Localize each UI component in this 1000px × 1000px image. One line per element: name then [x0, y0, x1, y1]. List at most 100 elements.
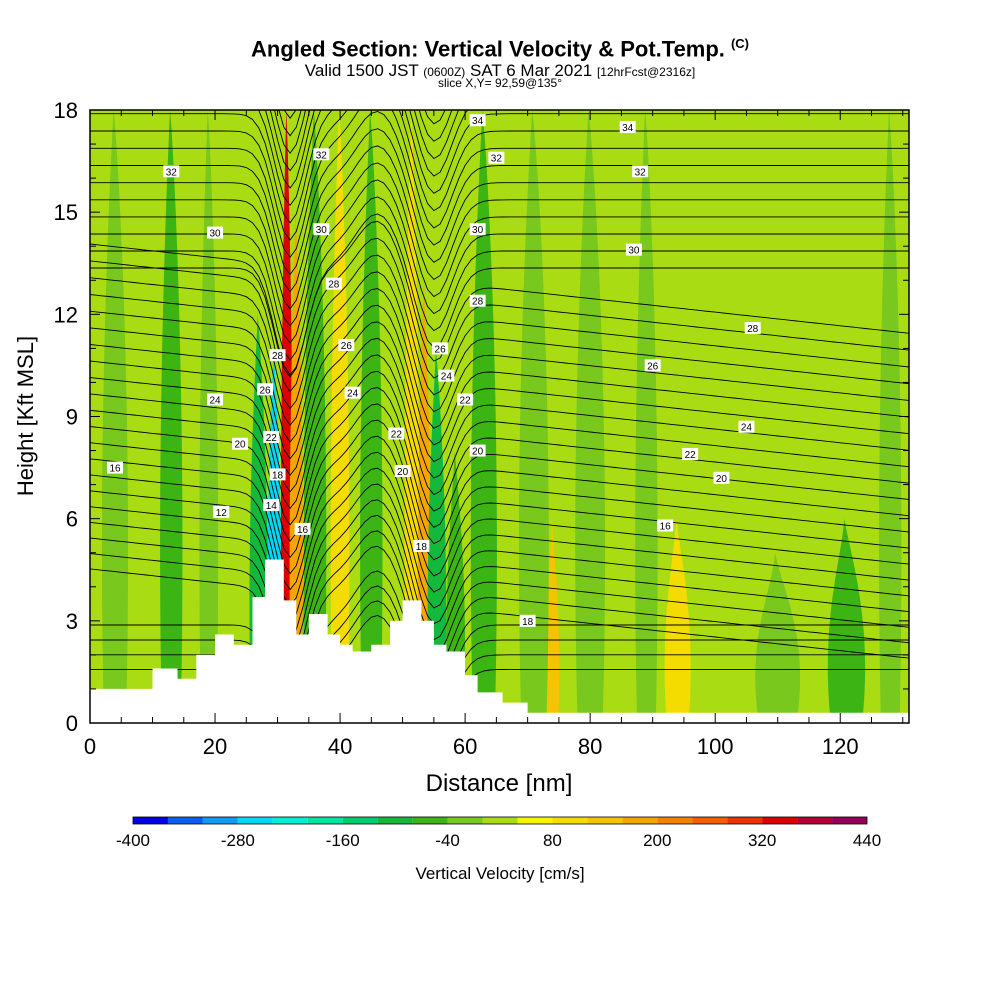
contour-label: 28 — [744, 321, 761, 335]
contour-label-bg — [313, 223, 330, 236]
contour-label-text: 24 — [741, 423, 753, 434]
velocity-band — [545, 518, 560, 723]
contour-label-text: 20 — [472, 447, 484, 458]
colorbar-swatch — [797, 817, 833, 824]
colorbar-swatch — [342, 817, 378, 824]
contour-label-bg — [163, 165, 180, 178]
contour-label-text: 32 — [316, 150, 328, 161]
contour-label-text: 26 — [259, 385, 271, 396]
colorbar-tick-label: 320 — [748, 831, 776, 850]
contour-label: 24 — [738, 420, 755, 434]
colorbar-tick-label: -280 — [221, 831, 255, 850]
theta-contour — [90, 0, 909, 48]
theta-contour — [90, 0, 909, 101]
contour-label: 26 — [257, 383, 274, 396]
colorbar-swatch — [272, 817, 308, 824]
contour-label: 24 — [207, 393, 224, 406]
theta-contour — [90, 337, 909, 493]
contour-label-bg — [325, 277, 342, 290]
colorbar-swatch — [237, 817, 273, 824]
contour-label: 30 — [207, 226, 224, 240]
contour-label-bg — [632, 165, 649, 178]
x-axis: 0 20 40 60 80 100 120 — [84, 110, 904, 759]
theta-contour — [90, 179, 909, 344]
contour-label-bg — [682, 447, 699, 460]
y-axis-label: Height [Kft MSL] — [13, 336, 38, 496]
theta-contour — [90, 111, 909, 276]
contour-label-text: 26 — [435, 344, 447, 355]
contour-label: 18 — [519, 614, 536, 628]
contour-label: 12 — [213, 505, 230, 519]
colorbar-swatch — [377, 817, 413, 824]
contour-label-text: 18 — [272, 470, 284, 481]
forecast-label: [12hrFcst@2316z] — [596, 65, 696, 79]
contour-label-text: 18 — [522, 617, 534, 628]
contour-label-bg — [207, 393, 224, 406]
colorbar-tick-label: 80 — [543, 831, 562, 850]
contour-label: 20 — [713, 471, 730, 485]
velocity-band — [160, 110, 183, 723]
valid-date: SAT 6 Mar 2021 — [470, 61, 593, 80]
theta-contour — [90, 354, 909, 510]
contour-label: 24 — [438, 369, 455, 383]
contour-label: 22 — [457, 393, 474, 406]
contour-label-bg — [269, 468, 286, 481]
contour-label-text: 30 — [209, 229, 221, 240]
contour-label: 18 — [269, 468, 286, 481]
colorbar-tick-label: -400 — [116, 831, 150, 850]
chart-subtitle: Valid 1500 JST (0600Z) SAT 6 Mar 2021 [1… — [0, 61, 1000, 81]
contour-label-text: 16 — [297, 525, 309, 536]
contour-label: 16 — [107, 461, 124, 475]
velocity-band — [635, 110, 658, 723]
contour-label-text: 20 — [716, 474, 728, 485]
x-tick-label: 80 — [578, 734, 602, 759]
contour-label-bg — [207, 226, 224, 239]
contour-label-bg — [338, 338, 355, 351]
contour-label: 22 — [388, 427, 405, 441]
contour-label: 20 — [469, 444, 486, 458]
contour-label: 16 — [657, 519, 674, 532]
contour-label: 30 — [313, 223, 330, 236]
contour-label-bg — [413, 539, 430, 552]
contour-label-bg — [213, 505, 230, 518]
velocity-band — [470, 110, 497, 723]
theta-contour — [90, 196, 909, 361]
theta-contour — [90, 220, 909, 376]
theta-contour — [90, 128, 909, 293]
contour-label: 34 — [619, 121, 636, 134]
y-tick-label: 15 — [54, 200, 78, 225]
title-tag: (C) — [730, 36, 749, 51]
contour-label-text: 32 — [166, 167, 178, 178]
colorbar-tick-label: -160 — [326, 831, 360, 850]
theta-contour — [90, 0, 909, 13]
theta-contour — [90, 370, 909, 526]
y-tick-label: 0 — [66, 711, 78, 736]
colorbar-swatch — [692, 817, 728, 824]
theta-contour — [90, 545, 909, 701]
terrain — [90, 559, 909, 723]
velocity-band — [199, 110, 219, 723]
colorbar-swatch — [202, 817, 238, 824]
colorbar-label: Vertical Velocity [cm/s] — [415, 864, 585, 883]
contour-label: 16 — [294, 522, 311, 536]
contour-label-text: 12 — [216, 508, 228, 519]
contour-label: 30 — [469, 223, 486, 236]
colorbar-swatch — [832, 817, 867, 824]
colorbar-swatch — [167, 817, 203, 824]
contour-label-bg — [657, 519, 674, 532]
colorbar-swatch — [552, 817, 588, 824]
contour-label-text: 24 — [209, 395, 221, 406]
theta-contour — [90, 0, 909, 83]
contour-label-bg — [469, 223, 486, 236]
theta-contour — [90, 467, 909, 623]
contour-label: 20 — [394, 464, 411, 478]
theta-contour — [90, 0, 909, 66]
contour-label-bg — [738, 420, 755, 433]
contour-label: 18 — [413, 539, 430, 553]
contour-label-text: 34 — [622, 123, 634, 134]
contour-label-bg — [469, 114, 486, 127]
terrain-shape — [90, 559, 909, 723]
theta-contour — [283, 110, 297, 119]
colorbar-swatch — [133, 817, 168, 824]
